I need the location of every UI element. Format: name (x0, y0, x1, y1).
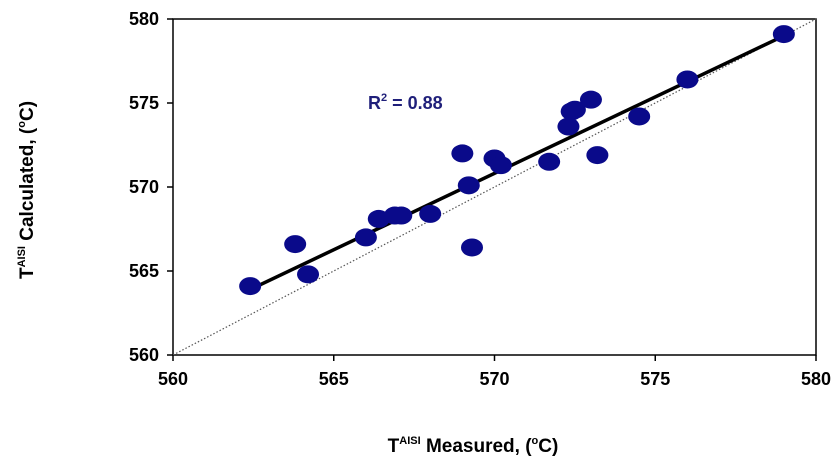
x-axis-ticks: 560 565 570 575 580 (158, 355, 831, 389)
data-point (419, 204, 442, 223)
data-point (354, 228, 377, 247)
y-tick-label: 580 (129, 9, 159, 29)
data-point (772, 25, 795, 44)
x-tick-label: 565 (319, 369, 349, 389)
y-tick-label: 570 (129, 177, 159, 197)
x-tick-label: 575 (640, 369, 670, 389)
y-tick-label: 560 (129, 345, 159, 365)
y-axis-title: TAISI Calculated, (oC) (16, 101, 38, 279)
x-axis-title: TAISI Measured, (oC) (388, 435, 559, 457)
data-point (284, 235, 307, 254)
data-point (457, 176, 480, 195)
data-point (390, 206, 413, 225)
data-point (460, 238, 483, 257)
data-point (586, 146, 609, 165)
data-point (538, 152, 561, 171)
y-tick-label: 575 (129, 93, 159, 113)
data-point (579, 90, 602, 109)
data-point (297, 265, 320, 284)
data-point (557, 117, 580, 136)
y-tick-label: 565 (129, 261, 159, 281)
data-points (239, 25, 795, 296)
fit-line (249, 34, 785, 292)
x-tick-label: 560 (158, 369, 188, 389)
identity-line (172, 18, 817, 356)
data-point (628, 107, 651, 126)
data-point (451, 144, 474, 163)
fit-line-layer (249, 34, 785, 292)
data-point (676, 70, 699, 89)
y-axis-ticks: 560 565 570 575 580 (129, 9, 173, 365)
data-point (563, 100, 586, 119)
data-point (489, 156, 512, 175)
x-tick-label: 570 (479, 369, 509, 389)
x-tick-label: 580 (801, 369, 831, 389)
r-squared-annotation: R2 = 0.88 (368, 92, 443, 113)
data-point (239, 277, 262, 296)
identity-line-layer (172, 18, 817, 356)
